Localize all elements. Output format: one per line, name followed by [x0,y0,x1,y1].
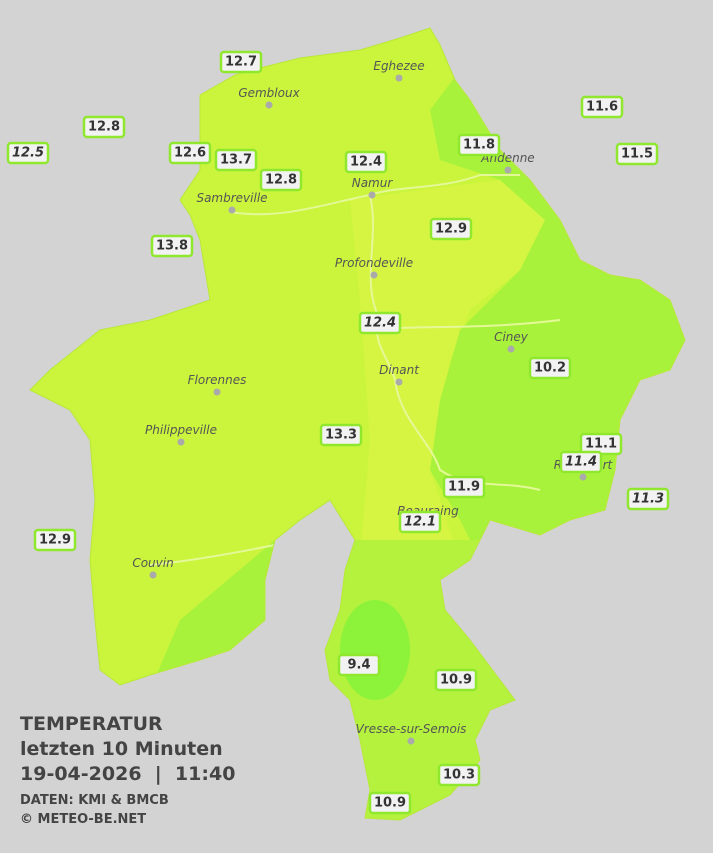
temp-box [6,141,50,165]
temp-label: 10.9 [440,673,472,688]
zone [340,600,410,700]
temp-label: 12.4 [350,155,382,170]
temperatures: 12.7 12.8 12.5 12.6 13.7 12.8 12.4 11.8 11.6 11.5… [6,50,670,815]
temp-label: 9.4 [347,658,370,673]
temp-box [615,142,659,166]
city-dot [395,74,403,82]
temp-label: 11.9 [448,480,480,495]
city-dot [504,166,512,174]
temp-box [150,234,194,258]
temp-label: 11.1 [585,437,617,452]
temp-label: 11.8 [463,138,495,153]
city-dot [228,206,236,214]
city-label: Vresse-sur-Semois [356,722,467,736]
temp-label: 12.1 [404,515,436,530]
city-label: Sambreville [196,191,267,205]
city-label: Philippeville [145,423,217,437]
city-dot [407,737,415,745]
temp-box [429,217,473,241]
temp-label: 10.2 [534,361,566,376]
city-dot [177,438,185,446]
city-dot [149,571,157,579]
city-dot [213,388,221,396]
temp-box [368,791,412,815]
temp-box [219,50,263,74]
city-dot [265,101,273,109]
temp-label: 11.4 [565,455,597,470]
city-label: Ciney [494,330,529,344]
temp-label: 11.3 [632,492,664,507]
temp-box [398,510,442,534]
source: DATEN: KMI & BMCB [20,793,169,808]
city-label: Gembloux [238,86,300,100]
city-dot [507,345,515,353]
subtitle: letzten 10 Minuten [20,738,223,760]
temp-box [457,133,501,157]
city-label: Dinant [379,363,420,377]
temp-box [626,487,670,511]
city-label: Florennes [188,373,247,387]
temp-label: 11.6 [586,100,618,115]
city-label: Eghezee [373,59,424,73]
temp-box [319,423,363,447]
city-dot [370,271,378,279]
city-label: Namur [352,176,394,190]
city-dot [579,473,587,481]
temp-label: 12.9 [435,222,467,237]
temp-label: 13.3 [325,428,357,443]
zone [350,180,545,560]
temp-box [168,141,212,165]
temp-label: 13.7 [220,153,252,168]
temp-box [528,356,572,380]
temp-box [580,95,624,119]
temp-label: 10.9 [374,796,406,811]
temp-label: 12.6 [174,146,206,161]
temp-box [82,115,126,139]
temp-label: 11.5 [621,147,653,162]
temp-label: 10.3 [443,768,475,783]
temp-label: 12.5 [12,146,44,161]
temp-label: 12.8 [88,120,120,135]
copyright: © METEO-BE.NET [20,812,146,827]
temp-label: 12.9 [39,533,71,548]
temp-box [434,668,478,692]
city-label: Couvin [132,556,173,570]
city-dot [368,191,376,199]
temp-label: 13.8 [156,239,188,254]
temp-box [344,150,388,174]
temp-label: 12.8 [265,173,297,188]
temp-box [214,148,258,172]
temp-box [358,311,402,335]
temp-box [259,168,303,192]
temp-box [437,763,481,787]
temp-label: 12.7 [225,55,257,70]
temp-label: 12.4 [364,316,396,331]
temp-box [33,528,77,552]
datetime: 19-04-2026 | 11:40 [20,763,235,785]
city-dot [395,378,403,386]
temp-box [559,450,603,474]
temp-box [337,653,381,677]
temp-box [442,475,486,499]
title: TEMPERATUR [20,713,163,735]
city-label: Profondeville [335,256,413,270]
